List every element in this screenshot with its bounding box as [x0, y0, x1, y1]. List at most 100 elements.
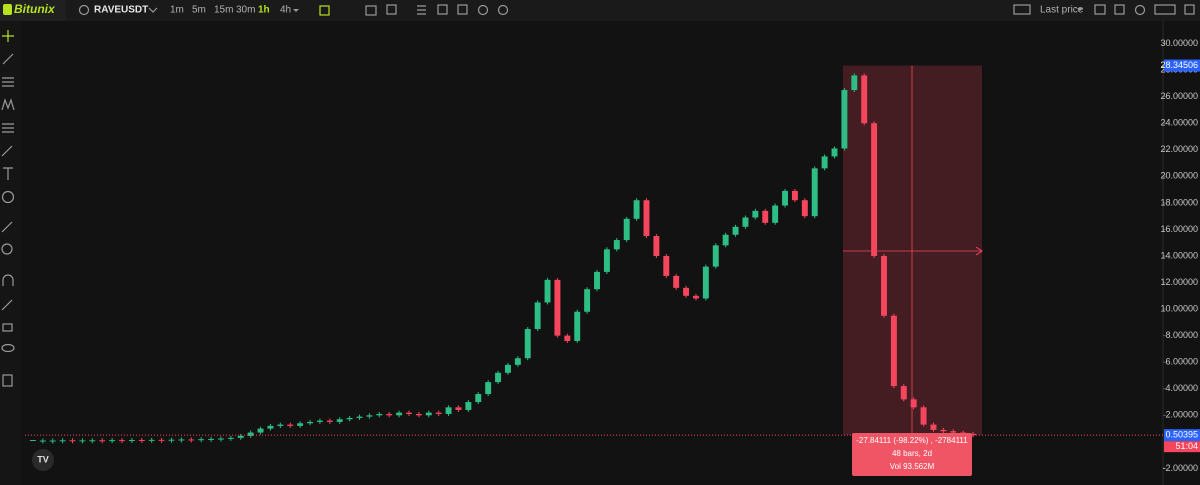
candle	[59, 440, 66, 442]
candle	[861, 75, 868, 124]
lock-draw-tool[interactable]	[1, 299, 13, 311]
interval[interactable]: 1h	[258, 5, 270, 16]
brand[interactable]: Bitunix	[14, 2, 56, 16]
icon-tool[interactable]	[1, 190, 15, 204]
candle	[277, 424, 284, 426]
interval[interactable]: 5m	[192, 5, 206, 16]
fullscreen[interactable]	[1184, 4, 1195, 15]
candle	[475, 394, 482, 403]
symbol-dropdown[interactable]	[148, 7, 158, 13]
list[interactable]	[417, 5, 426, 15]
candle	[920, 407, 927, 425]
y-tick-label: 4.00000	[1165, 383, 1198, 393]
trendline-tool[interactable]	[2, 53, 14, 65]
y-tick-label: 20.00000	[1160, 171, 1198, 181]
indicators[interactable]	[365, 5, 377, 16]
projection-tool[interactable]	[2, 123, 14, 133]
chart-mode[interactable]	[1154, 4, 1176, 15]
candle	[406, 412, 412, 414]
brand-box[interactable]	[0, 0, 66, 21]
price-mode-dropdown[interactable]	[1077, 8, 1083, 11]
candle	[663, 255, 670, 276]
candle	[89, 440, 96, 442]
candle	[772, 205, 779, 223]
candle	[673, 275, 680, 288]
candle	[346, 417, 353, 420]
candle	[900, 386, 907, 400]
candle	[376, 413, 383, 416]
candle	[158, 439, 165, 441]
candle	[574, 311, 581, 341]
y-tick-label: 16.00000	[1160, 224, 1198, 234]
interval[interactable]: 4h	[280, 5, 291, 16]
candle	[653, 236, 660, 256]
brush-tool[interactable]	[1, 145, 13, 157]
candle	[504, 364, 511, 373]
zoom-tool[interactable]	[1, 243, 13, 255]
candle	[603, 249, 610, 272]
left-toolbar	[0, 21, 22, 485]
layout[interactable]	[386, 4, 397, 15]
magnet-tool[interactable]	[2, 274, 14, 286]
y-tick-label: 8.00000	[1165, 330, 1198, 340]
ruler-tool[interactable]	[1, 221, 13, 233]
popout[interactable]	[437, 4, 448, 15]
y-tick-label: 22.00000	[1160, 144, 1198, 154]
candle	[544, 279, 551, 303]
candle	[564, 335, 571, 341]
candle	[119, 440, 125, 442]
intervals: 1m 5m 15m 30m 1h 4h	[170, 5, 291, 16]
chat[interactable]	[1094, 4, 1106, 15]
interval[interactable]: 15m	[214, 5, 233, 16]
candle	[425, 412, 432, 416]
cloud[interactable]	[1134, 4, 1146, 16]
pattern-tool[interactable]	[1, 98, 15, 111]
plot: 30.0000028.0000026.0000024.0000022.00000…	[25, 21, 1200, 485]
compare[interactable]	[1013, 4, 1031, 15]
hide-tool[interactable]	[1, 343, 15, 353]
price-tag	[1164, 429, 1200, 442]
candle	[940, 429, 947, 432]
candle	[910, 399, 917, 408]
candle	[316, 420, 323, 422]
crosshair-tool[interactable]	[2, 30, 14, 42]
y-tick-label: 14.00000	[1160, 250, 1198, 260]
measure-arrowhead	[975, 246, 983, 256]
candle	[267, 425, 274, 429]
candle	[732, 226, 739, 235]
candle	[524, 329, 531, 359]
price-mode[interactable]: Last price	[1040, 5, 1084, 16]
candle	[138, 439, 145, 441]
refresh[interactable]	[497, 4, 509, 16]
y-tick-label: 10.00000	[1160, 303, 1198, 313]
settings[interactable]	[477, 4, 489, 16]
candle	[594, 271, 600, 290]
info[interactable]	[1114, 4, 1125, 15]
candle	[128, 439, 135, 441]
candle	[445, 407, 452, 414]
delete-tool[interactable]	[2, 374, 13, 387]
chart-type[interactable]	[319, 5, 330, 16]
candle	[554, 279, 561, 336]
text-tool[interactable]	[3, 167, 13, 180]
fib-tool[interactable]	[2, 77, 14, 87]
candle	[702, 266, 709, 299]
candle	[297, 423, 304, 426]
candle	[336, 419, 343, 422]
price-tag-label: 0.50395	[1165, 430, 1198, 440]
interval[interactable]: 30m	[236, 5, 255, 16]
symbol[interactable]: RAVEUSDT	[94, 5, 148, 16]
candle	[178, 439, 185, 441]
candle	[683, 287, 690, 296]
y-tick-label: 12.00000	[1160, 277, 1198, 287]
lock-tool[interactable]	[2, 323, 13, 332]
candle	[811, 168, 818, 217]
interval[interactable]: 1m	[170, 5, 184, 16]
interval-dropdown[interactable]	[293, 9, 299, 12]
y-tick-label: -2.00000	[1162, 463, 1198, 473]
candle	[99, 440, 106, 442]
candle	[188, 439, 195, 441]
alert[interactable]	[457, 4, 468, 15]
